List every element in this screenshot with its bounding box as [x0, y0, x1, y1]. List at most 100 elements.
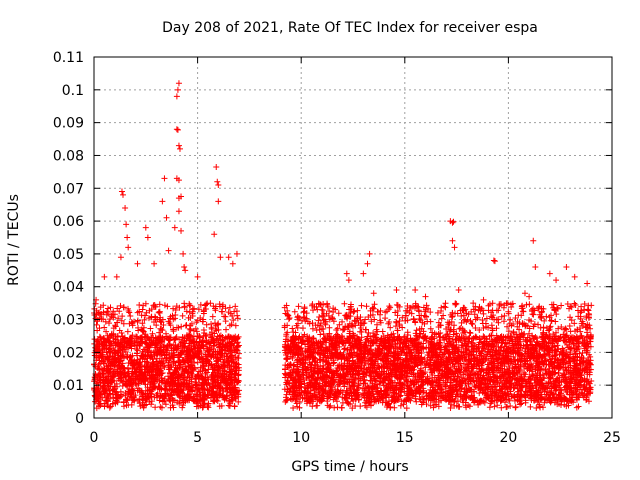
data-point	[182, 322, 189, 329]
data-point	[156, 301, 163, 308]
data-point	[102, 318, 109, 325]
data-point	[391, 404, 398, 411]
data-point	[403, 405, 410, 412]
data-point	[211, 342, 218, 349]
data-point	[102, 388, 109, 395]
data-point	[226, 304, 233, 311]
data-point	[137, 343, 144, 350]
data-point	[119, 313, 126, 320]
data-point	[192, 373, 199, 380]
data-point	[123, 397, 130, 404]
data-point	[172, 368, 179, 375]
data-point	[289, 325, 296, 332]
data-point	[226, 398, 233, 405]
data-point	[235, 372, 242, 379]
data-point	[127, 313, 134, 320]
data-point	[139, 306, 146, 313]
data-point	[193, 391, 200, 398]
data-point	[199, 318, 206, 325]
data-point	[173, 333, 180, 340]
data-point	[172, 335, 179, 342]
data-point	[136, 396, 143, 403]
data-point	[149, 330, 156, 337]
data-point	[183, 322, 190, 329]
data-point	[223, 326, 230, 333]
data-point	[232, 322, 239, 329]
data-point	[93, 405, 100, 412]
data-point	[187, 327, 194, 334]
data-point	[116, 308, 123, 315]
data-point	[136, 364, 143, 371]
data-point	[230, 317, 237, 324]
data-point	[335, 310, 342, 317]
data-point	[162, 330, 169, 337]
data-point	[387, 304, 394, 311]
data-point	[128, 401, 135, 408]
data-point	[106, 316, 113, 323]
data-point	[97, 360, 104, 367]
data-point	[195, 306, 202, 313]
data-point	[187, 340, 194, 347]
data-point	[173, 324, 180, 331]
data-point	[129, 332, 136, 339]
data-point	[162, 401, 169, 408]
data-point	[232, 303, 239, 310]
data-point	[188, 378, 195, 385]
data-point	[167, 315, 174, 322]
data-point	[290, 405, 297, 412]
data-point	[186, 300, 193, 307]
data-point	[134, 347, 141, 354]
data-point	[397, 402, 404, 409]
data-point	[157, 403, 164, 410]
data-point	[155, 372, 162, 379]
data-point	[209, 313, 216, 320]
data-point	[136, 302, 143, 309]
data-point	[170, 305, 177, 312]
data-point	[178, 323, 185, 330]
data-point	[196, 334, 203, 341]
data-point	[329, 315, 336, 322]
data-point	[100, 316, 107, 323]
data-point	[220, 387, 227, 394]
data-point	[486, 301, 493, 308]
data-point	[153, 369, 160, 376]
data-point	[186, 332, 193, 339]
data-point	[200, 327, 207, 334]
data-point	[172, 362, 179, 369]
data-point	[116, 327, 123, 334]
data-point	[148, 313, 155, 320]
data-point	[226, 339, 233, 346]
data-point	[153, 322, 160, 329]
scatter-points	[91, 80, 595, 412]
data-point	[115, 315, 122, 322]
data-point	[203, 339, 210, 346]
data-point	[144, 348, 151, 355]
data-point	[120, 335, 127, 342]
data-point	[197, 301, 204, 308]
data-point	[170, 404, 177, 411]
data-point	[363, 303, 370, 310]
data-point	[170, 316, 177, 323]
data-point	[128, 345, 135, 352]
data-point	[156, 329, 163, 336]
data-point	[185, 314, 192, 321]
data-point	[97, 304, 104, 311]
data-point	[584, 306, 591, 313]
data-point	[97, 402, 104, 409]
data-point	[105, 346, 112, 353]
data-point	[179, 312, 186, 319]
data-point	[491, 403, 498, 410]
data-point	[110, 325, 117, 332]
data-point	[168, 391, 175, 398]
data-point	[234, 315, 241, 322]
data-point	[191, 360, 198, 367]
data-point	[161, 364, 168, 371]
data-point	[107, 383, 114, 390]
data-point	[105, 320, 112, 327]
data-point	[540, 324, 547, 331]
data-point	[185, 362, 192, 369]
data-point	[486, 404, 493, 411]
data-point	[503, 404, 510, 411]
data-point	[139, 320, 146, 327]
